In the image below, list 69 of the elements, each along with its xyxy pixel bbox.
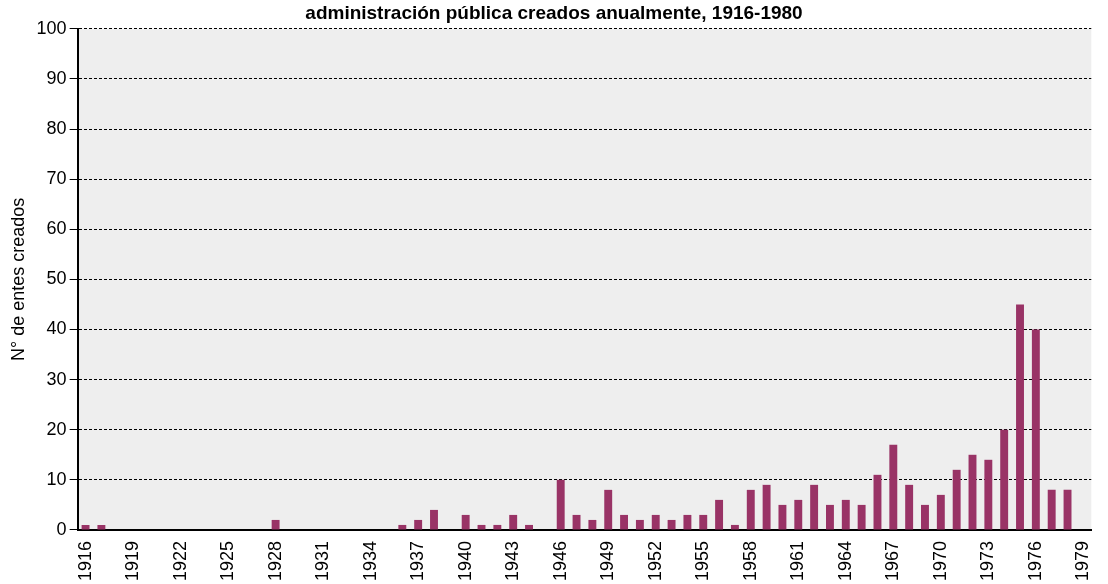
y-tick-label: 40	[46, 318, 67, 339]
y-tick-label: 80	[46, 118, 67, 138]
bar	[635, 519, 644, 530]
bar	[604, 489, 613, 530]
x-tick-label: 1931	[312, 540, 333, 581]
bar	[810, 484, 819, 530]
bar	[651, 514, 660, 530]
x-tick-label: 1973	[977, 540, 998, 581]
bar	[826, 504, 834, 530]
x-tick-label: 1952	[644, 540, 665, 581]
bar	[699, 514, 708, 530]
bar	[556, 479, 565, 530]
bar	[572, 514, 581, 530]
x-tick-label: 1976	[1024, 540, 1045, 581]
bar	[461, 514, 470, 530]
bar	[620, 514, 629, 530]
bar	[984, 459, 993, 530]
x-tick-label: 1925	[217, 540, 238, 581]
bar	[683, 514, 692, 530]
bar	[715, 499, 724, 530]
bar	[936, 494, 945, 530]
x-tick-label: 1967	[882, 540, 903, 581]
x-tick-label: 1955	[692, 540, 713, 581]
y-tick-label: 50	[46, 268, 67, 289]
y-tick-label: 70	[46, 168, 67, 189]
bar	[841, 499, 850, 530]
bar	[952, 469, 961, 530]
bar	[1031, 329, 1040, 530]
bar	[857, 504, 866, 530]
x-tick-label: 1958	[739, 540, 760, 581]
bar	[889, 444, 898, 530]
y-tick-label: 60	[46, 218, 67, 239]
y-tick-label: 30	[46, 368, 67, 389]
bar	[271, 519, 280, 530]
x-tick-label: 1922	[169, 540, 190, 581]
y-tick-label: 20	[46, 418, 67, 439]
bar	[1016, 304, 1024, 530]
bar	[778, 504, 787, 530]
x-tick-label: 1940	[454, 540, 475, 581]
bar	[1047, 489, 1056, 530]
y-tick-label: 0	[56, 518, 67, 539]
bar	[746, 489, 755, 530]
x-tick-label: 1916	[74, 540, 95, 581]
bar	[414, 519, 423, 530]
x-tick-label: 1934	[359, 540, 380, 581]
bar	[1000, 429, 1009, 530]
bar	[762, 484, 771, 530]
bar	[905, 484, 914, 530]
bar	[509, 514, 518, 530]
x-tick-label: 1979	[1072, 540, 1093, 581]
x-tick-label: 1964	[834, 540, 855, 581]
bar	[794, 499, 803, 530]
y-tick-label: 10	[46, 468, 67, 489]
chart-title: administración pública creados anualmente, 1916-1980	[305, 1, 803, 23]
x-tick-label: 1949	[597, 540, 618, 581]
bar	[430, 509, 438, 530]
y-axis-title: N° de entes creados	[7, 197, 28, 362]
x-tick-label: 1970	[929, 540, 950, 581]
x-tick-label: 1928	[264, 540, 285, 581]
x-tick-label: 1919	[122, 540, 143, 581]
bar	[588, 519, 597, 530]
x-tick-label: 1946	[549, 540, 570, 581]
x-tick-label: 1937	[407, 540, 428, 581]
x-tick-label: 1943	[502, 540, 523, 581]
x-tick-label: 1961	[787, 540, 808, 581]
y-tick-label: 100	[36, 17, 67, 38]
y-tick-label: 90	[46, 67, 67, 88]
bar	[921, 504, 929, 530]
bar	[667, 519, 676, 530]
